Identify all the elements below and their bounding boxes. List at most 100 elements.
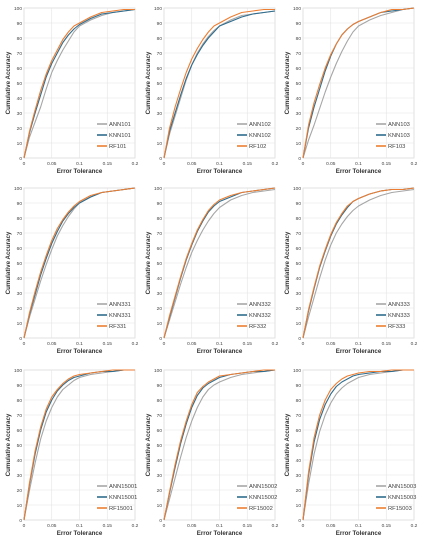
y-tick-label: 0 — [19, 518, 22, 524]
x-tick-label: 0.15 — [382, 161, 392, 167]
legend-label: ANN103 — [388, 122, 410, 128]
x-axis-title: Error Tolerance — [336, 530, 382, 537]
x-tick-label: 0.2 — [411, 161, 418, 167]
y-axis-title: Cumulative Accuracy — [284, 231, 291, 294]
y-tick-label: 60 — [17, 428, 23, 434]
y-tick-label: 50 — [17, 261, 23, 267]
y-tick-label: 80 — [17, 216, 23, 222]
y-axis-title: Cumulative Accuracy — [5, 413, 12, 476]
y-tick-label: 50 — [296, 443, 302, 449]
y-tick-label: 50 — [17, 81, 23, 87]
x-tick-label: 0.05 — [326, 161, 336, 167]
chart-panel-4: 0 10 20 30 40 50 60 70 80 90 100 0 0.05 0.1 0.15 0.2 Err… — [5, 186, 139, 355]
legend-label: KNN15002 — [249, 495, 277, 501]
y-tick-label: 40 — [157, 458, 163, 464]
y-axis-title: Cumulative Accuracy — [5, 231, 12, 294]
y-tick-label: 80 — [296, 36, 302, 42]
x-tick-label: 0.1 — [216, 523, 223, 529]
chart-panel-8: 0 10 20 30 40 50 60 70 80 90 100 0 0.05 0.1 0.15 0.2 Err… — [145, 368, 279, 537]
legend-label: RF333 — [388, 324, 405, 330]
series-line-ann15001 — [23, 369, 135, 521]
x-tick-label: 0.15 — [382, 341, 392, 347]
y-tick-label: 10 — [157, 321, 163, 327]
y-tick-label: 100 — [14, 368, 22, 374]
y-tick-label: 100 — [14, 6, 22, 12]
y-tick-label: 20 — [296, 306, 302, 312]
y-tick-label: 80 — [17, 398, 23, 404]
y-tick-label: 100 — [293, 186, 301, 192]
y-tick-label: 90 — [296, 21, 302, 27]
x-tick-label: 0.2 — [272, 523, 279, 529]
y-tick-label: 0 — [298, 156, 301, 162]
y-tick-label: 40 — [296, 96, 302, 102]
y-tick-label: 10 — [296, 503, 302, 509]
y-tick-label: 0 — [298, 518, 301, 524]
x-tick-label: 0 — [23, 341, 26, 347]
y-tick-label: 90 — [17, 201, 23, 207]
legend-label: RF101 — [109, 144, 126, 150]
legend-label: RF15001 — [109, 506, 133, 512]
series-line-knn15001 — [23, 369, 135, 521]
chart-panel-3: 0 10 20 30 40 50 60 70 80 90 100 0 0.05 0.1 0.15 0.2 Err… — [284, 6, 418, 175]
series-line-ann15003 — [302, 369, 414, 521]
chart-panel-6: 0 10 20 30 40 50 60 70 80 90 100 0 0.05 0.1 0.15 0.2 Err… — [284, 186, 418, 355]
y-tick-label: 40 — [17, 458, 23, 464]
x-tick-label: 0.2 — [132, 161, 139, 167]
x-tick-label: 0.1 — [355, 341, 362, 347]
x-tick-label: 0 — [302, 161, 305, 167]
legend-label: RF331 — [109, 324, 126, 330]
y-tick-label: 30 — [157, 111, 163, 117]
y-tick-label: 60 — [17, 246, 23, 252]
legend-label: KNN15001 — [109, 495, 137, 501]
y-tick-label: 10 — [296, 141, 302, 147]
series-line-rf15003 — [302, 369, 414, 521]
y-tick-label: 100 — [14, 186, 22, 192]
legend-label: KNN101 — [109, 133, 131, 139]
legend-label: RF332 — [249, 324, 266, 330]
series-line-rf331 — [23, 187, 136, 339]
chart-panel-1: 0 10 20 30 40 50 60 70 80 90 100 0 0.05 0.1 0.15 0.2 Err… — [5, 6, 139, 175]
series-line-rf333 — [302, 187, 415, 339]
x-tick-label: 0 — [302, 341, 305, 347]
x-tick-label: 0.2 — [272, 341, 279, 347]
y-tick-label: 30 — [157, 291, 163, 297]
y-tick-label: 40 — [296, 276, 302, 282]
y-tick-label: 0 — [19, 336, 22, 342]
y-tick-label: 70 — [157, 413, 163, 419]
y-tick-label: 80 — [17, 36, 23, 42]
y-tick-label: 60 — [157, 246, 163, 252]
y-tick-label: 70 — [17, 413, 23, 419]
x-tick-label: 0.2 — [132, 523, 139, 529]
y-tick-label: 70 — [296, 413, 302, 419]
chart-panel-9: 0 10 20 30 40 50 60 70 80 90 100 0 0.05 0.1 0.15 0.2 Err… — [284, 368, 418, 537]
y-tick-label: 50 — [17, 443, 23, 449]
legend-label: KNN102 — [249, 133, 271, 139]
y-tick-label: 0 — [159, 518, 162, 524]
x-tick-label: 0.05 — [47, 161, 57, 167]
y-tick-label: 0 — [159, 156, 162, 162]
x-tick-label: 0.1 — [76, 341, 83, 347]
y-tick-label: 10 — [157, 503, 163, 509]
y-tick-label: 20 — [17, 488, 23, 494]
y-tick-label: 20 — [17, 306, 23, 312]
series-line-knn101 — [23, 8, 136, 159]
y-tick-label: 10 — [17, 141, 23, 147]
legend-label: ANN15002 — [249, 484, 277, 490]
legend-label: ANN332 — [249, 302, 271, 308]
legend-label: ANN333 — [388, 302, 410, 308]
x-tick-label: 0.1 — [76, 523, 83, 529]
x-tick-label: 0.15 — [243, 523, 253, 529]
y-tick-label: 40 — [17, 276, 23, 282]
series-line-rf332 — [163, 187, 276, 339]
y-tick-label: 0 — [298, 336, 301, 342]
y-tick-label: 70 — [296, 231, 302, 237]
y-tick-label: 20 — [17, 126, 23, 132]
y-tick-label: 50 — [157, 261, 163, 267]
y-tick-label: 70 — [296, 51, 302, 57]
x-axis-title: Error Tolerance — [197, 168, 243, 175]
y-tick-label: 40 — [157, 276, 163, 282]
y-tick-label: 60 — [296, 246, 302, 252]
y-tick-label: 50 — [157, 81, 163, 87]
y-axis-title: Cumulative Accuracy — [5, 51, 12, 114]
y-tick-label: 80 — [157, 398, 163, 404]
